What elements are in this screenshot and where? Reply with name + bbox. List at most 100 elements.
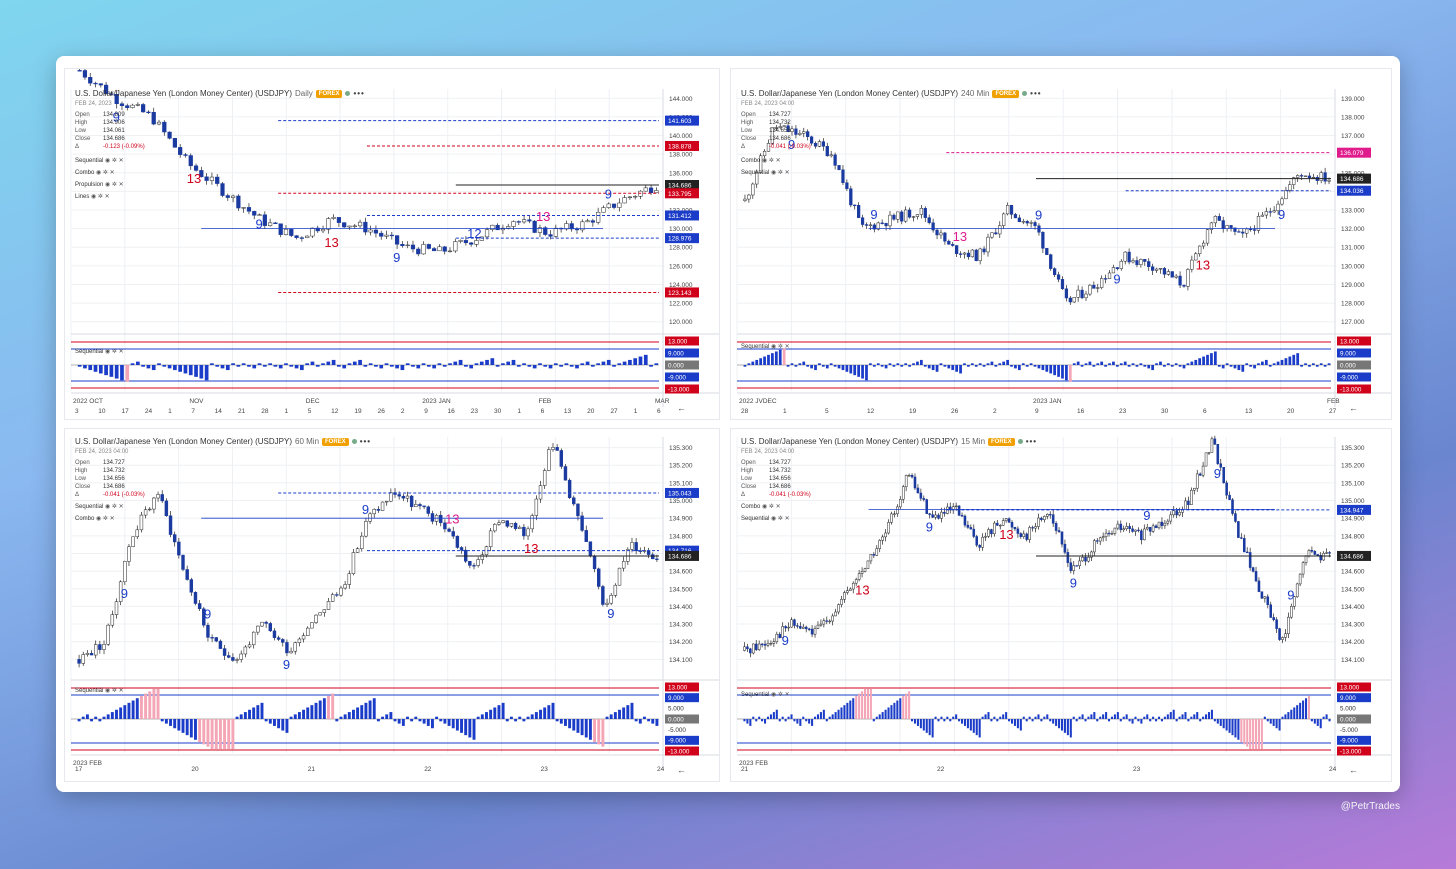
price-tick-label: 134.800: [1341, 533, 1365, 540]
histogram-bar: [114, 365, 119, 379]
chart-interval[interactable]: Daily: [295, 89, 313, 98]
study-item-sequential[interactable]: Sequential ◉ ✲ ✕: [75, 504, 124, 510]
price-tick-label: 128.000: [669, 245, 693, 252]
candle-body: [1092, 284, 1096, 289]
study-item-combo[interactable]: Combo ◉ ✲ ✕: [741, 504, 781, 510]
histogram-bar: [857, 365, 861, 377]
candle-body: [547, 449, 551, 471]
histogram-bar: [559, 365, 563, 367]
chart-canvas-15min[interactable]: 135.300135.200135.100135.000134.900134.8…: [731, 429, 1393, 783]
candle-body: [747, 194, 751, 200]
more-options-icon[interactable]: •••: [353, 89, 365, 98]
study-item-combo[interactable]: Combo ◉ ✲ ✕: [741, 158, 781, 164]
candle-body: [463, 240, 468, 244]
histogram-bar: [626, 705, 630, 719]
chart-panel-60min[interactable]: 135.300 135.200 135.100 135.000 134.900 134.8…: [64, 428, 720, 782]
histogram-bar: [766, 716, 770, 719]
candle-body: [243, 646, 248, 655]
candle-body: [1257, 580, 1261, 592]
chart-canvas-daily[interactable]: 144.000142.000140.000138.000136.000134.0…: [65, 69, 721, 421]
candle-body: [114, 601, 119, 615]
price-badge: [665, 487, 699, 498]
histogram-bar: [289, 365, 294, 367]
candle-body: [443, 522, 447, 530]
histogram-bar: [869, 363, 872, 365]
study-item-sequential[interactable]: Sequential ◉ ✲ ✕: [75, 158, 124, 164]
histogram-bar: [1060, 719, 1064, 731]
candle-body: [863, 568, 867, 572]
study-item-sequential[interactable]: Sequential ◉ ✲ ✕: [741, 170, 790, 176]
candle-body: [943, 511, 946, 514]
study-item-lines[interactable]: Lines ◉ ✲ ✕: [75, 194, 110, 200]
histogram-bar: [293, 714, 297, 719]
study-item-combo[interactable]: Combo ◉ ✲ ✕: [75, 170, 115, 176]
level-lines: [868, 508, 1331, 557]
candle-body: [148, 508, 152, 511]
histogram-bar: [1287, 712, 1290, 719]
histogram-bar: [743, 365, 747, 367]
more-options-icon[interactable]: •••: [1025, 437, 1038, 446]
chart-interval[interactable]: 60 Min: [295, 437, 320, 446]
candle-body: [98, 644, 102, 650]
time-axis-day-label: 20: [191, 766, 199, 773]
candle-body: [1040, 517, 1043, 520]
scroll-arrow-icon[interactable]: ←: [1349, 765, 1358, 775]
histogram-bar: [1122, 716, 1125, 719]
candle-body: [152, 497, 156, 510]
histogram-bar: [1281, 716, 1284, 719]
candle-body: [860, 217, 865, 225]
candle-body: [654, 190, 659, 193]
chart-canvas-240min[interactable]: 139.000138.000137.000136.000135.000134.0…: [731, 69, 1393, 421]
study-item-sequential[interactable]: Sequential ◉ ✲ ✕: [741, 516, 790, 522]
chart-panel-daily[interactable]: 144.000142.000140.000138.000136.000134.0…: [64, 68, 720, 420]
sub-pane-label[interactable]: Sequential ◉ ✲ ✕: [75, 688, 124, 694]
candle-body: [1301, 562, 1305, 575]
candle-body: [1284, 189, 1288, 200]
candle-body: [975, 536, 979, 546]
candle-body: [633, 196, 638, 198]
scroll-arrow-icon[interactable]: ←: [677, 765, 686, 775]
histogram-bar: [931, 365, 935, 371]
more-options-icon[interactable]: •••: [359, 437, 372, 446]
histogram-bar: [442, 365, 447, 367]
scroll-arrow-icon[interactable]: ←: [1349, 403, 1358, 413]
chart-interval[interactable]: 15 Min: [961, 437, 986, 446]
scroll-arrow-icon[interactable]: ←: [677, 403, 686, 413]
chart-panel-240min[interactable]: 139.000138.000137.000136.000135.000134.0…: [730, 68, 1392, 420]
candle-body: [1323, 172, 1327, 182]
candles: [743, 121, 1331, 305]
candle-body: [372, 509, 376, 515]
sub-pane-label[interactable]: Sequential ◉ ✲ ✕: [75, 349, 124, 355]
chart-canvas-60min[interactable]: 135.300135.200135.100135.000134.900134.8…: [65, 429, 721, 783]
candle-body: [1166, 520, 1170, 524]
candle-body: [817, 141, 822, 147]
more-options-icon[interactable]: •••: [1030, 89, 1042, 98]
candle-body: [986, 236, 990, 253]
histogram-bar: [169, 719, 172, 726]
candle-body: [268, 623, 273, 632]
sub-pane-label[interactable]: Sequential ◉ ✲ ✕: [741, 692, 790, 698]
sub-pane-label[interactable]: Sequential ◉ ✲ ✕: [741, 344, 790, 350]
chart-panel-15min[interactable]: 135.300 135.200 135.100 135.000 134.900 134.8…: [730, 428, 1392, 782]
chart-interval[interactable]: 240 Min: [961, 89, 990, 98]
time-axis-day-label: 12: [867, 408, 875, 415]
candle-body: [1169, 514, 1173, 522]
histogram-bar: [273, 365, 278, 367]
candle-body: [751, 183, 755, 196]
histogram-bar: [90, 719, 94, 722]
candle-body: [984, 536, 987, 538]
study-item-combo[interactable]: Combo ◉ ✲ ✕: [75, 516, 115, 522]
sub-badge: [1337, 336, 1371, 346]
price-tick-label: 134.300: [669, 622, 693, 629]
histogram-bar: [1182, 365, 1186, 369]
sub-badge-label: 9.000: [1340, 695, 1356, 702]
study-item-propulsion[interactable]: Propulsion ◉ ✲ ✕: [75, 182, 124, 188]
candle-body: [401, 495, 406, 499]
histogram-bar: [998, 363, 1002, 365]
histogram-bar: [1221, 365, 1225, 369]
histogram-bar: [1093, 712, 1096, 719]
time-axis-day-label: 26: [951, 408, 959, 415]
time-axis-day-label: 22: [424, 766, 432, 773]
